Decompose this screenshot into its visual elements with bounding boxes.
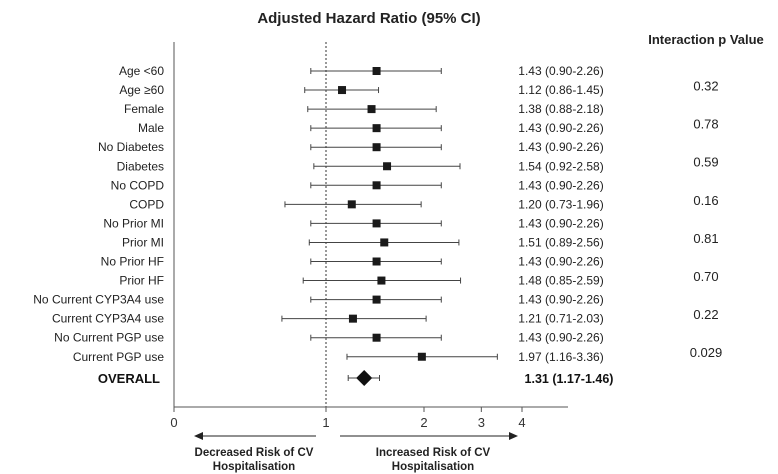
ci-value: 1.97 (1.16-3.36) [518, 350, 603, 364]
ci-value: 1.43 (0.90-2.26) [518, 121, 603, 135]
ci-value: 1.48 (0.85-2.59) [518, 274, 603, 288]
hr-point [348, 314, 357, 323]
p-value: 0.78 [693, 117, 718, 132]
p-value: 0.59 [693, 155, 718, 170]
p-value: 0.22 [693, 307, 718, 322]
hr-point [347, 200, 356, 209]
row-label: No Prior HF [101, 255, 164, 269]
row-label: Male [138, 121, 164, 135]
p-value: 0.32 [693, 79, 718, 94]
p-value: 0.81 [693, 231, 718, 246]
ci-value: 1.43 (0.90-2.26) [518, 293, 603, 307]
left-arrow-label-1: Decreased Risk of CV [195, 447, 314, 459]
row-label: Prior HF [119, 274, 164, 288]
hr-point [372, 143, 381, 152]
hr-point [377, 276, 386, 285]
p-value: 0.16 [693, 193, 718, 208]
ci-value: 1.12 (0.86-1.45) [518, 83, 603, 97]
chart-title: Adjusted Hazard Ratio (95% CI) [257, 10, 480, 27]
right-arrow-label-2: Hospitalisation [392, 461, 474, 473]
row-label: No Current CYP3A4 use [33, 293, 164, 307]
right-arrowhead [509, 432, 518, 440]
row-label: Prior MI [122, 235, 164, 249]
ci-value: 1.38 (0.88-2.18) [518, 102, 603, 116]
ci-value: 1.43 (0.90-2.26) [518, 178, 603, 192]
hr-point [383, 162, 392, 171]
x-tick-label-3: 3 [478, 415, 485, 430]
hr-point [372, 257, 381, 266]
row-label: COPD [129, 197, 164, 211]
hr-point [367, 105, 376, 114]
ci-value: 1.43 (0.90-2.26) [518, 140, 603, 154]
row-label: Current CYP3A4 use [52, 312, 164, 326]
hr-point [372, 181, 381, 190]
row-label: Age <60 [119, 64, 164, 78]
hr-point [372, 333, 381, 342]
overall-ci-value: 1.31 (1.17-1.46) [525, 372, 614, 386]
hr-point [417, 352, 426, 361]
hr-point [380, 238, 389, 247]
right-arrow-label-1: Increased Risk of CV [376, 447, 491, 459]
x-tick-label-2: 2 [420, 415, 427, 430]
ci-value: 1.51 (0.89-2.56) [518, 235, 603, 249]
overall-label: OVERALL [98, 371, 160, 386]
ci-value: 1.43 (0.90-2.26) [518, 255, 603, 269]
x-tick-label-4: 4 [518, 415, 525, 430]
row-label: Age ≥60 [119, 83, 164, 97]
left-arrowhead [194, 432, 203, 440]
x-tick-label-1: 1 [322, 415, 329, 430]
hr-point [372, 124, 381, 133]
row-label: Current PGP use [73, 350, 164, 364]
hr-point [372, 219, 381, 228]
hr-point [338, 86, 347, 95]
ci-value: 1.21 (0.71-2.03) [518, 312, 603, 326]
ci-value: 1.54 (0.92-2.58) [518, 159, 603, 173]
row-label: No COPD [111, 178, 165, 192]
row-label: No Prior MI [103, 216, 164, 230]
row-label: No Current PGP use [54, 331, 164, 345]
ci-value: 1.20 (0.73-1.96) [518, 197, 603, 211]
ci-value: 1.43 (0.90-2.26) [518, 64, 603, 78]
p-value-header: Interaction p Value [648, 32, 764, 47]
ci-value: 1.43 (0.90-2.26) [518, 331, 603, 345]
x-tick-label-0: 0 [170, 415, 177, 430]
ci-value: 1.43 (0.90-2.26) [518, 216, 603, 230]
row-label: Diabetes [117, 159, 164, 173]
row-label: No Diabetes [98, 140, 164, 154]
left-arrow-label-2: Hospitalisation [213, 461, 295, 473]
row-label: Female [124, 102, 164, 116]
p-value: 0.029 [690, 345, 723, 360]
overall-diamond [356, 370, 373, 386]
p-value: 0.70 [693, 269, 718, 284]
hr-point [372, 67, 381, 75]
hr-point [372, 295, 381, 304]
